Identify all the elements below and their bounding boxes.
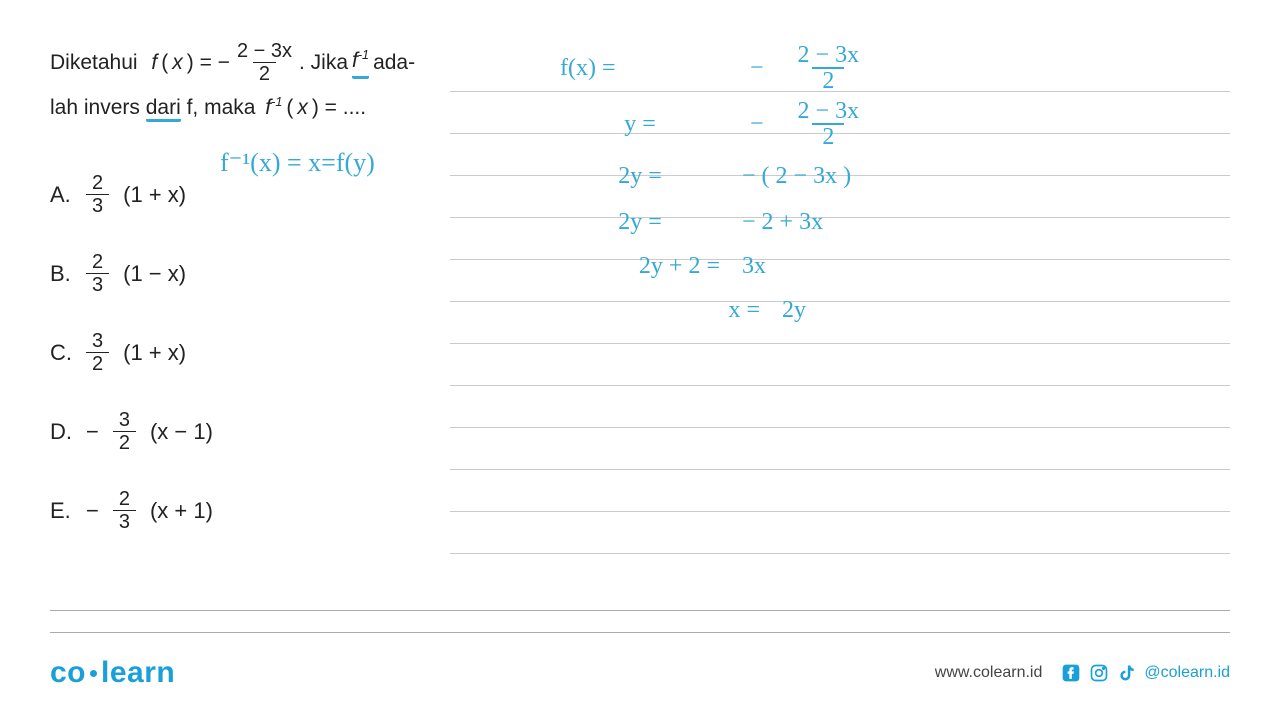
- footer-rule-2: [50, 632, 1230, 633]
- tiktok-icon[interactable]: [1116, 662, 1138, 684]
- instagram-icon[interactable]: [1088, 662, 1110, 684]
- website-link[interactable]: www.colearn.id: [935, 664, 1043, 682]
- facebook-icon[interactable]: [1060, 662, 1082, 684]
- footer: colearn www.colearn.id @colearn.id: [0, 610, 1280, 720]
- handwriting-annotation: f⁻¹(x) = x=f(y): [220, 148, 375, 178]
- fx-fraction: 2 − 3x 2: [234, 40, 295, 85]
- handwritten-work: f(x) = − 2 − 3x2 y = − 2 − 3x2 2y = − ( …: [560, 40, 863, 332]
- footer-right: www.colearn.id @colearn.id: [935, 662, 1230, 684]
- footer-rule-1: [50, 610, 1230, 611]
- dari-underlined: dari: [146, 96, 181, 122]
- f-inverse-underlined: f-1: [352, 46, 369, 78]
- social-handle[interactable]: @colearn.id: [1144, 664, 1230, 682]
- logo-dot-icon: [90, 670, 97, 677]
- colearn-logo: colearn: [50, 656, 175, 690]
- problem-prefix: Diketahui: [50, 48, 138, 77]
